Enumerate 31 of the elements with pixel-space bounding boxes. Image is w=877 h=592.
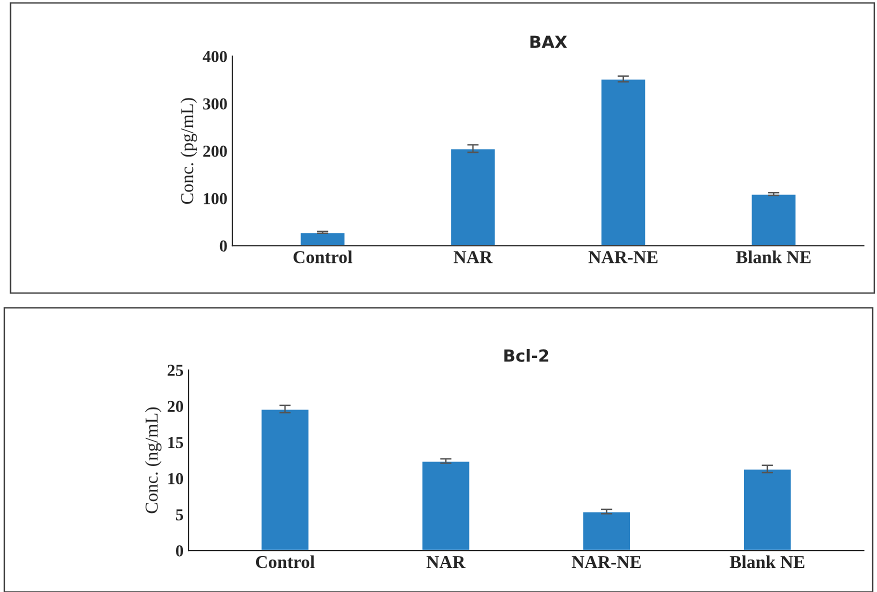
x-tick-label: NAR-NE [572, 556, 641, 568]
y-tick-label: 0 [220, 240, 227, 252]
y-tick-label: 15 [168, 437, 184, 448]
bar [299, 232, 346, 246]
y-tick-label: 25 [168, 364, 184, 376]
x-tick-label: Blank NE [736, 250, 811, 264]
y-tick-label: 300 [203, 98, 227, 110]
y-tick-label: 20 [168, 400, 184, 412]
y-axis-title: Conc. (ng/mL) [145, 407, 162, 514]
bar [260, 408, 310, 551]
bar [582, 510, 632, 551]
chart-title: Bcl-2 [504, 349, 548, 362]
x-tick-label: Control [294, 250, 352, 264]
x-tick-label: Blank NE [730, 555, 804, 568]
x-tick-label: NAR [454, 251, 493, 264]
y-tick-label: 5 [176, 509, 184, 520]
y-tick-label: 100 [204, 193, 227, 204]
x-tick-label: NAR [426, 556, 466, 568]
y-tick-label: 10 [168, 473, 184, 484]
bar [742, 468, 792, 551]
y-tick-label: 400 [202, 50, 227, 62]
y-axis-title: Conc. (pg/mL) [180, 98, 197, 204]
bar [450, 148, 496, 246]
y-tick-label: 200 [203, 146, 227, 157]
x-tick-label: Control [256, 555, 315, 568]
chart-title: BAX [530, 36, 568, 48]
bar [750, 193, 797, 246]
bar [600, 78, 647, 246]
y-tick-label: 0 [176, 545, 184, 557]
x-tick-label: NAR-NE [588, 251, 658, 264]
bar [420, 460, 471, 551]
